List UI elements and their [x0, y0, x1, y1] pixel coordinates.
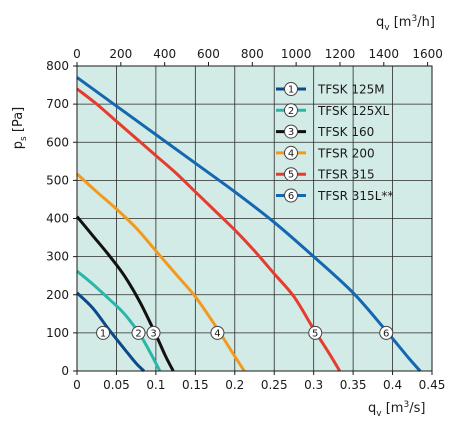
- series-line-3: [75, 215, 175, 372]
- x2-tick-label: 400: [153, 47, 176, 61]
- legend-entry-4: TFSR 200: [317, 146, 375, 160]
- x-tick-label: 0.3: [304, 378, 323, 392]
- legend-marker-label-3: 3: [288, 127, 294, 138]
- y-tick-label: 600: [46, 135, 69, 149]
- series-line-1: [75, 291, 146, 373]
- x2-tick-label: 1600: [412, 47, 443, 61]
- y-axis-label: ps [Pa]: [11, 107, 29, 149]
- x-tick-label: 0: [73, 378, 81, 392]
- legend-marker-6: [284, 188, 298, 203]
- x2-tick-label: 0: [73, 47, 81, 61]
- x-tick-label: 0.35: [340, 378, 367, 392]
- series-marker-label-2: 2: [135, 328, 141, 339]
- x2-tick-label: 200: [109, 47, 132, 61]
- y-tick-label: 500: [46, 173, 69, 187]
- series-marker-6: [379, 325, 394, 340]
- legend-entry-3: TFSK 160: [317, 125, 374, 139]
- y-tick-label: 800: [46, 59, 69, 73]
- legend-marker-3: [284, 124, 298, 139]
- tick-labels: 0 0.05 0.1 0.15 0.2 0.25 0.3 0.35 0.4 0.45 0 200 400…: [46, 47, 445, 392]
- top-x-axis-label: qv [m3/h]: [376, 14, 435, 33]
- legend-marker-label-6: 6: [288, 191, 294, 202]
- legend-marker-label-2: 2: [288, 106, 294, 117]
- x2-tick-label: 800: [241, 47, 264, 61]
- series-marker-5: [308, 325, 323, 340]
- legend-entry-1: TFSK 125M: [317, 83, 385, 97]
- series-marker-3: [146, 325, 161, 340]
- legend-marker-4: [284, 145, 298, 160]
- y-tick-label: 0: [61, 364, 69, 378]
- series-line-5: [76, 87, 341, 372]
- x-tick-label: 0.1: [146, 378, 165, 392]
- series-line-6: [76, 76, 422, 372]
- y-tick-label: 400: [46, 212, 69, 226]
- x-tick-label: 0.25: [261, 378, 288, 392]
- x-tick-label: 0.05: [103, 378, 130, 392]
- x-tick-label: 0.45: [419, 378, 446, 392]
- legend-entry-2: TFSK 125XL: [317, 104, 389, 118]
- legend-marker-label-4: 4: [288, 148, 294, 159]
- series-marker-label-3: 3: [150, 328, 156, 339]
- series-marker-label-4: 4: [214, 328, 220, 339]
- x-tick-label: 0.15: [182, 378, 209, 392]
- legend: 1 TFSK 125M 2 TFSK 125XL 3 TFSK 160 4 TFSR 200 5…: [276, 82, 393, 203]
- series-marker-2: [131, 325, 146, 340]
- x-axis-label: qv [m3/s]: [368, 400, 425, 419]
- legend-entry-5: TFSR 315: [317, 168, 375, 182]
- legend-marker-2: [284, 103, 298, 118]
- series-line-2: [76, 269, 162, 372]
- legend-marker-label-1: 1: [288, 85, 294, 96]
- x-tick-label: 0.2: [225, 378, 244, 392]
- series-marker-label-1: 1: [100, 328, 106, 339]
- series-layer: [75, 76, 422, 373]
- x2-tick-label: 600: [197, 47, 220, 61]
- series-marker-4: [210, 325, 225, 340]
- y-tick-label: 200: [46, 288, 69, 302]
- y-tick-label: 100: [46, 326, 69, 340]
- legend-marker-label-5: 5: [288, 170, 294, 181]
- x-tick-label: 0.4: [383, 378, 402, 392]
- legend-marker-5: [284, 167, 298, 182]
- x2-tick-label: 1400: [369, 47, 400, 61]
- x2-tick-label: 1000: [281, 47, 312, 61]
- y-tick-label: 700: [46, 97, 69, 111]
- series-marker-label-5: 5: [312, 328, 318, 339]
- series-marker-label-6: 6: [383, 328, 389, 339]
- legend-marker-1: [284, 82, 298, 96]
- series-marker-1: [96, 325, 111, 340]
- series-line-4: [75, 172, 246, 372]
- legend-entry-6: TFSR 315L**: [317, 189, 393, 203]
- y-tick-label: 300: [46, 250, 69, 264]
- x2-tick-label: 1200: [325, 47, 356, 61]
